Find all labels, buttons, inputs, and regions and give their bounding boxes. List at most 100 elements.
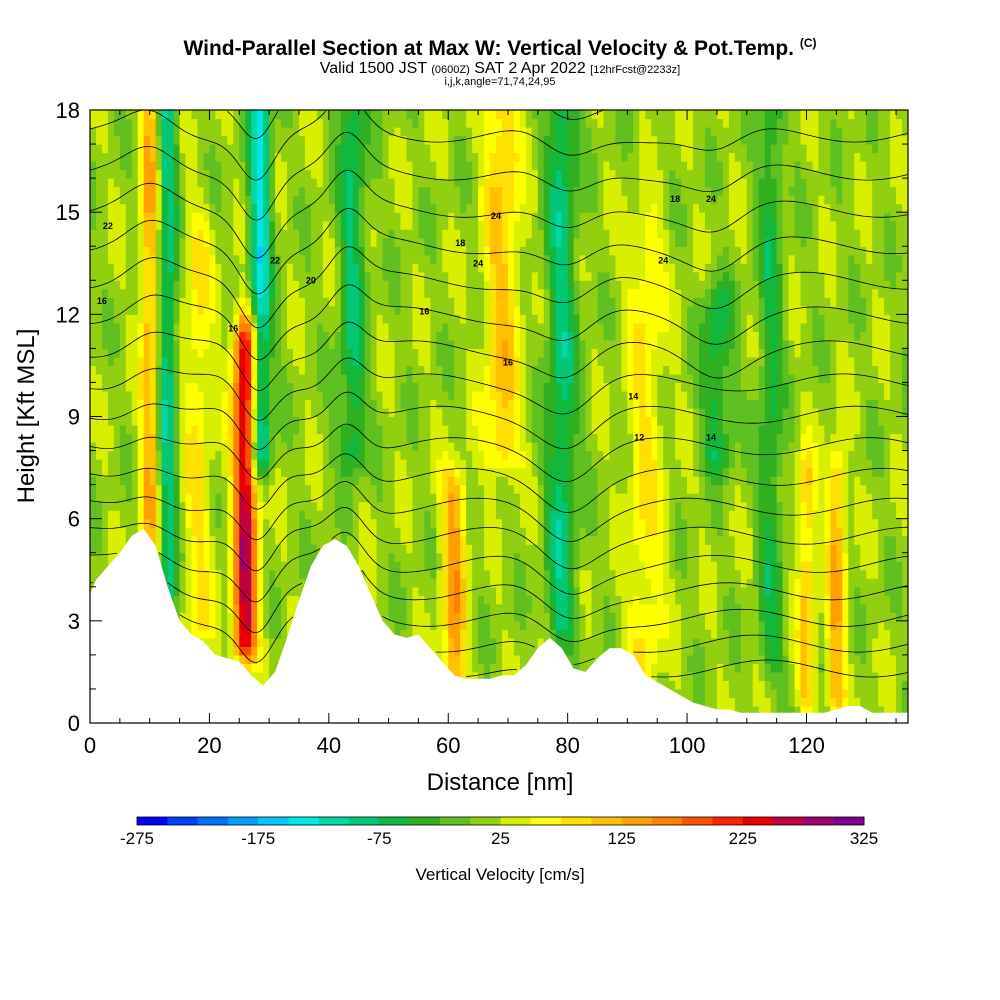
w-cell (251, 501, 258, 511)
w-cell (233, 561, 240, 571)
w-cell (448, 518, 455, 528)
w-cell (376, 118, 384, 128)
w-cell (257, 212, 264, 222)
w-cell (436, 493, 443, 503)
w-cell (448, 186, 455, 196)
w-cell (496, 382, 503, 392)
w-cell (221, 271, 228, 281)
w-cell (304, 178, 312, 188)
w-cell (472, 135, 479, 145)
w-cell (340, 476, 348, 486)
w-cell (298, 220, 306, 230)
w-cell (215, 399, 222, 409)
w-cell (233, 390, 240, 401)
w-cell (173, 407, 181, 418)
w-cell (424, 195, 431, 205)
w-cell (149, 535, 157, 545)
w-cell (263, 195, 270, 205)
w-cell (275, 459, 282, 469)
w-cell (490, 484, 497, 494)
w-cell (233, 288, 240, 298)
w-cell (155, 322, 163, 332)
w-cell (478, 416, 485, 426)
w-cell (376, 459, 384, 469)
w-cell (310, 339, 318, 349)
w-cell (490, 467, 497, 477)
w-cell (185, 603, 193, 613)
w-cell (155, 339, 163, 349)
w-cell (436, 399, 443, 409)
w-cell (203, 586, 211, 596)
w-cell (496, 161, 503, 171)
w-cell (328, 510, 336, 520)
w-cell (90, 263, 97, 273)
w-cell (143, 195, 151, 205)
w-cell (454, 654, 461, 664)
w-cell (406, 612, 414, 622)
w-cell (281, 314, 288, 324)
w-cell (478, 467, 485, 477)
w-cell (466, 544, 473, 554)
w-cell (119, 527, 127, 537)
w-cell (406, 416, 414, 426)
w-cell (418, 425, 425, 435)
w-cell (310, 467, 318, 477)
w-cell (173, 127, 181, 137)
w-cell (143, 271, 151, 281)
w-cell (245, 203, 252, 213)
w-cell (95, 407, 103, 418)
w-cell (454, 637, 461, 647)
w-cell (125, 288, 133, 298)
w-cell (215, 373, 222, 384)
w-cell (346, 195, 354, 205)
w-cell (448, 144, 455, 154)
w-cell (269, 178, 276, 188)
w-cell (376, 152, 384, 162)
w-cell (119, 271, 127, 281)
w-cell (412, 246, 419, 256)
w-cell (424, 442, 431, 452)
w-cell (364, 212, 372, 222)
w-cell (149, 339, 157, 349)
w-cell (454, 322, 461, 332)
w-cell (95, 237, 103, 247)
w-cell (382, 161, 390, 171)
w-cell (442, 118, 449, 128)
w-cell (454, 603, 461, 613)
w-cell (424, 373, 431, 384)
w-cell (352, 356, 360, 367)
w-cell (185, 373, 193, 384)
w-cell (448, 442, 455, 452)
w-cell (215, 212, 222, 222)
w-cell (251, 373, 258, 384)
w-cell (257, 203, 264, 213)
w-cell (245, 382, 252, 392)
w-cell (454, 390, 461, 401)
w-cell (448, 450, 455, 460)
w-cell (167, 110, 175, 120)
w-cell (293, 493, 300, 503)
w-cell (137, 493, 145, 503)
w-cell (322, 220, 330, 230)
w-cell (406, 603, 414, 613)
w-cell (263, 280, 270, 290)
w-cell (328, 450, 336, 460)
w-cell (90, 459, 97, 469)
w-cell (370, 476, 378, 486)
w-cell (209, 229, 216, 239)
w-cell (490, 127, 497, 137)
w-cell (137, 246, 145, 256)
w-cell (107, 118, 115, 128)
w-cell (149, 425, 157, 435)
w-cell (137, 212, 145, 222)
w-cell (203, 425, 211, 435)
w-cell (382, 110, 390, 120)
w-cell (137, 110, 145, 120)
w-cell (484, 535, 491, 545)
w-cell (382, 535, 390, 545)
w-cell (269, 186, 276, 196)
w-cell (263, 459, 270, 469)
w-cell (215, 169, 222, 179)
w-cell (281, 161, 288, 171)
w-cell (334, 110, 342, 120)
